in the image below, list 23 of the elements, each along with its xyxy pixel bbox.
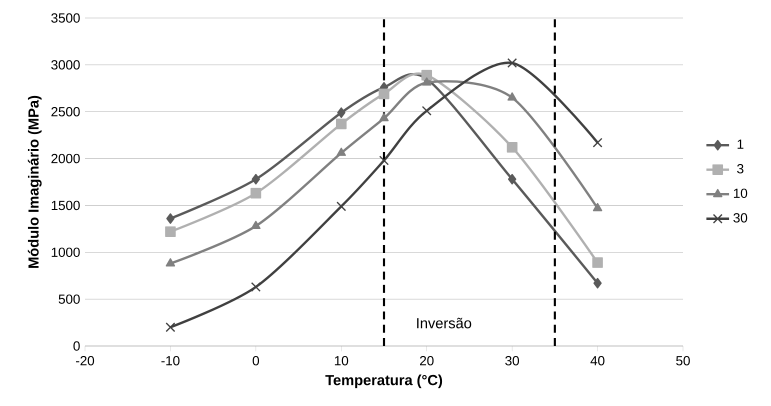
legend-label: 30 bbox=[733, 213, 748, 223]
y-tick-label: 500 bbox=[58, 294, 80, 304]
y-tick-label: 3000 bbox=[51, 60, 80, 70]
y-tick-label: 0 bbox=[73, 341, 80, 351]
x-tick-label: 50 bbox=[676, 356, 690, 366]
x-tick-label: 20 bbox=[420, 356, 434, 366]
x-tick-label: 0 bbox=[252, 356, 260, 366]
legend-label: 1 bbox=[738, 140, 744, 149]
x-tick-label: -20 bbox=[76, 356, 94, 366]
x-tick-label: -10 bbox=[161, 356, 180, 366]
x-axis-title: Temperatura (°C) bbox=[325, 374, 442, 388]
y-tick-label: 3500 bbox=[51, 13, 80, 23]
y-axis-title: Módulo Imaginário (MPa) bbox=[28, 96, 42, 268]
y-tick-label: 2500 bbox=[51, 107, 80, 116]
annotation: Inversão bbox=[417, 318, 472, 328]
legend-label: 10 bbox=[734, 188, 748, 198]
y-tick-label: 2000 bbox=[51, 154, 80, 164]
x-tick-label: 10 bbox=[334, 356, 348, 366]
y-tick-label: 1000 bbox=[52, 248, 80, 257]
y-tick-label: 1500 bbox=[52, 200, 80, 210]
x-tick-label: 40 bbox=[590, 356, 604, 366]
legend-label: 3 bbox=[737, 164, 744, 174]
x-tick-label: 30 bbox=[505, 356, 520, 366]
